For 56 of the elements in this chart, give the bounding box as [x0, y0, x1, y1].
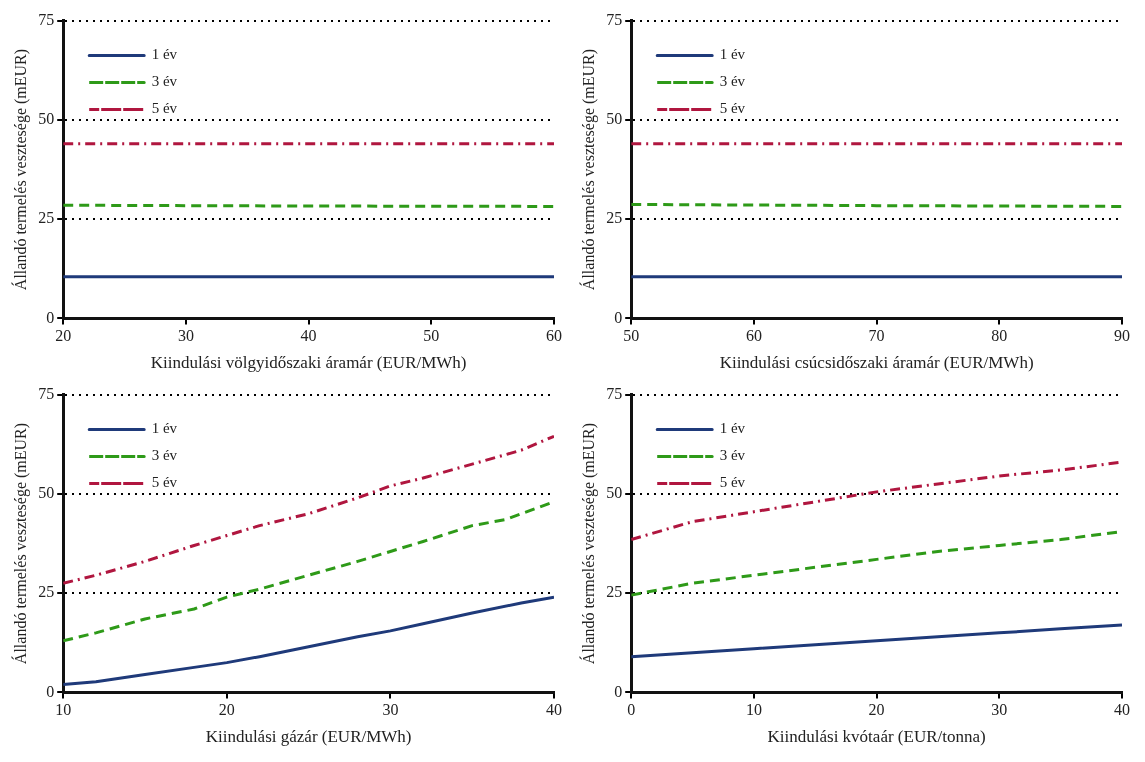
x-tick-label: 30 — [991, 701, 1008, 719]
x-axis-title: Kiindulási gázár (EUR/MWh) — [205, 727, 412, 747]
line-series — [631, 460, 1122, 542]
y-tick-label: 25 — [38, 209, 55, 227]
x-tick-label: 80 — [991, 327, 1008, 345]
legend-label: 3 év — [151, 447, 178, 464]
x-tick-label: 30 — [177, 327, 194, 345]
y-axis-title: Állandó termelés vesztesége (mEUR) — [10, 48, 30, 291]
legend-label: 1 év — [151, 420, 178, 437]
x-tick-label: 50 — [423, 327, 440, 345]
x-tick-label: 10 — [745, 701, 762, 719]
y-tick-label: 75 — [606, 384, 623, 402]
y-tick-label: 75 — [606, 10, 623, 28]
y-tick-label: 50 — [606, 110, 623, 128]
y-tick-label: 75 — [38, 10, 55, 28]
line-series — [63, 434, 554, 585]
x-tick-label: 40 — [300, 327, 317, 345]
x-axis-title: Kiindulási völgyidőszaki áramár (EUR/MWh) — [150, 353, 467, 373]
x-axis-title: Kiindulási kvótaár (EUR/tonna) — [767, 727, 986, 747]
y-tick-label: 25 — [606, 209, 623, 227]
legend-label: 5 év — [151, 100, 178, 117]
x-tick-label: 10 — [55, 701, 72, 719]
y-axis-title: Állandó termelés vesztesége (mEUR) — [578, 422, 598, 665]
y-tick-label: 50 — [606, 484, 623, 502]
y-tick-label: 25 — [606, 583, 623, 601]
y-tick-label: 75 — [38, 384, 55, 402]
x-tick-label: 0 — [627, 701, 636, 719]
x-tick-label: 20 — [55, 327, 72, 345]
legend-label: 5 év — [719, 100, 746, 117]
y-tick-label: 0 — [614, 682, 623, 700]
y-axis-title: Állandó termelés vesztesége (mEUR) — [10, 422, 30, 665]
x-tick-label: 60 — [546, 327, 562, 345]
y-tick-label: 50 — [38, 110, 55, 128]
x-tick-label: 30 — [382, 701, 399, 719]
x-axis-title: Kiindulási csúcsidőszaki áramár (EUR/MWh) — [719, 353, 1034, 373]
x-tick-label: 40 — [1114, 701, 1130, 719]
legend-label: 1 év — [719, 420, 746, 437]
x-tick-label: 20 — [868, 701, 885, 719]
legend-label: 3 év — [719, 73, 746, 90]
x-tick-label: 70 — [868, 327, 885, 345]
x-tick-label: 40 — [546, 701, 562, 719]
legend-label: 5 év — [719, 474, 746, 491]
y-tick-label: 0 — [46, 682, 55, 700]
y-tick-label: 25 — [38, 583, 55, 601]
legend-label: 1 év — [151, 46, 178, 63]
legend-label: 1 év — [719, 46, 746, 63]
legend-label: 5 év — [151, 474, 178, 491]
legend-label: 3 év — [719, 447, 746, 464]
y-tick-label: 0 — [46, 308, 55, 326]
y-tick-label: 50 — [38, 484, 55, 502]
x-tick-label: 60 — [745, 327, 762, 345]
legend-label: 3 év — [151, 73, 178, 90]
x-tick-label: 20 — [218, 701, 235, 719]
x-tick-label: 90 — [1114, 327, 1130, 345]
y-tick-label: 0 — [614, 308, 623, 326]
y-axis-title: Állandó termelés vesztesége (mEUR) — [578, 48, 598, 291]
